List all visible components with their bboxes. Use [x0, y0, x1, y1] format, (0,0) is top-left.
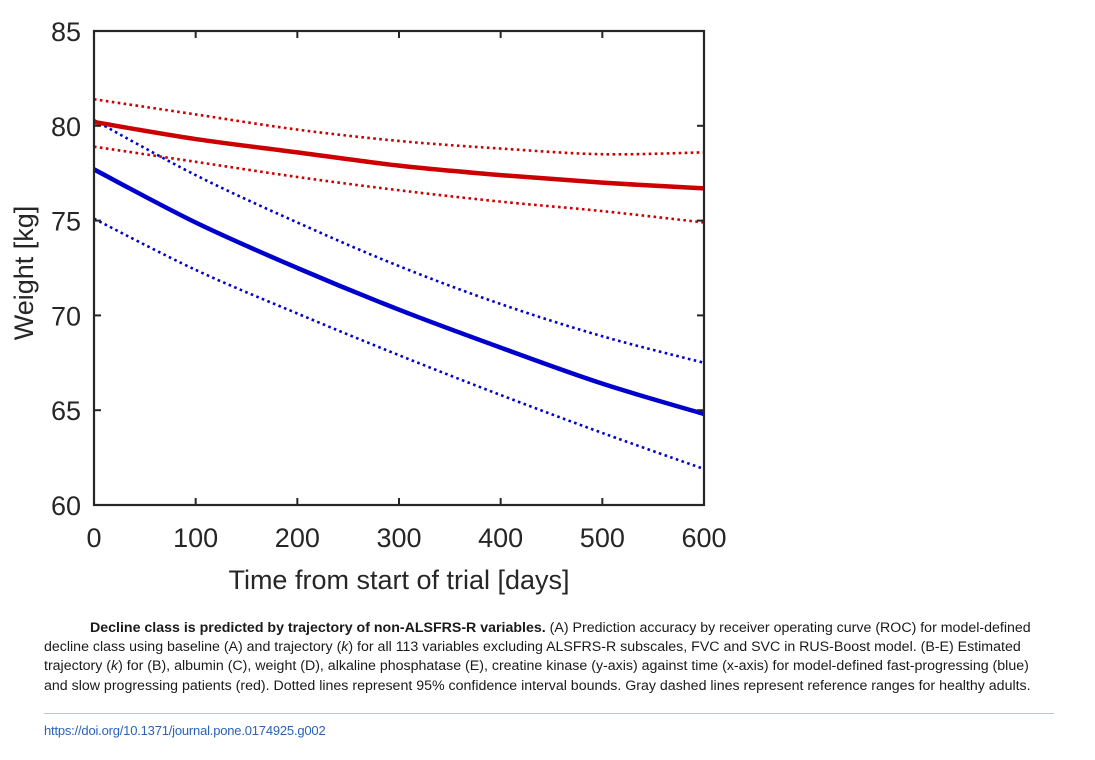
- y-tick-label: 85: [51, 17, 81, 47]
- doi-link[interactable]: https://doi.org/10.1371/journal.pone.017…: [44, 723, 326, 738]
- y-tick-label: 80: [51, 112, 81, 142]
- caption-k-2: k: [111, 658, 119, 675]
- x-axis-label: Time from start of trial [days]: [228, 565, 569, 595]
- caption-divider: [44, 713, 1054, 714]
- y-tick-label: 65: [51, 396, 81, 426]
- series-line-red-dotted-2: [94, 145, 704, 224]
- caption-text-2: ) for all 113 variables excluding ALSFRS…: [44, 639, 1021, 675]
- caption-title: Decline class is predicted by trajectory…: [90, 620, 546, 636]
- y-tick-label: 70: [51, 301, 81, 331]
- x-tick-label: 200: [275, 523, 320, 553]
- caption-k-1: k: [341, 639, 349, 656]
- figure-caption: Decline class is predicted by trajectory…: [44, 619, 1056, 696]
- caption-text-1: (A) Prediction accuracy by receiver oper…: [44, 620, 1031, 656]
- y-tick-label: 75: [51, 207, 81, 237]
- chart-area: 0 100 200 300 400 500 600 60 65 70 75 80 85 Time from…: [9, 17, 727, 595]
- series-line-blue-dotted-4: [94, 118, 704, 365]
- y-axis-label: Weight [kg]: [9, 206, 39, 341]
- x-tick-label: 0: [86, 523, 101, 553]
- series-line-blue-solid-3: [94, 167, 704, 417]
- x-tick-label: 600: [681, 523, 726, 553]
- y-tick-label: 60: [51, 491, 81, 521]
- axes-frame: [92, 29, 706, 507]
- chart-svg: 0 100 200 300 400 500 600 60 65 70 75 80 85 Time from…: [9, 17, 727, 595]
- x-tick-label: 300: [376, 523, 421, 553]
- series-line-red-solid-0: [94, 119, 704, 191]
- x-tick-label: 100: [173, 523, 218, 553]
- x-tick-label: 400: [478, 523, 523, 553]
- x-tick-label: 500: [580, 523, 625, 553]
- series-line-blue-dotted-5: [94, 217, 704, 471]
- series-line-red-dotted-1: [94, 97, 704, 156]
- caption-text-3: ) for (B), albumin (C), weight (D), alka…: [44, 658, 1031, 694]
- weight-trajectory-chart: 0 100 200 300 400 500 600 60 65 70 75 80 85 Time from…: [9, 17, 727, 595]
